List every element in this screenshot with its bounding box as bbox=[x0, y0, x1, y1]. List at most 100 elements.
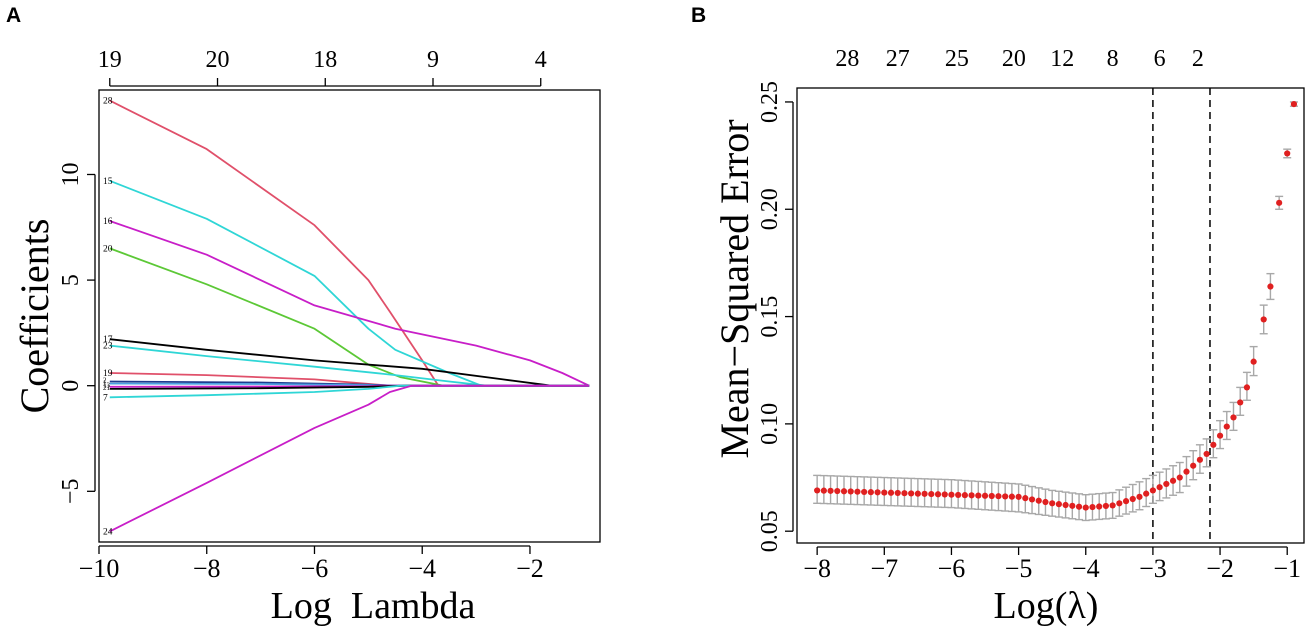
mse-point-30 bbox=[1015, 493, 1022, 500]
mse-point-24 bbox=[975, 492, 982, 499]
x-tick-label-b-3: −5 bbox=[1005, 554, 1033, 583]
y-tick-label-a-3: 10 bbox=[58, 162, 84, 186]
mse-point-41 bbox=[1089, 503, 1096, 511]
mse-point-11 bbox=[887, 489, 895, 496]
mse-point-59 bbox=[1210, 441, 1217, 448]
mse-point-1 bbox=[820, 487, 827, 494]
path-label-28: 28 bbox=[103, 97, 113, 107]
x-tick-label-a-2: −6 bbox=[301, 554, 329, 583]
panel-label-a: A bbox=[6, 4, 21, 27]
mse-point-58 bbox=[1203, 450, 1210, 458]
mse-point-12 bbox=[894, 489, 901, 497]
mse-point-5 bbox=[847, 488, 854, 495]
y-tick-label-a-2: 5 bbox=[58, 274, 84, 286]
x-tick-label-b-4: −4 bbox=[1072, 554, 1100, 583]
top-tick-label-b-6: 6 bbox=[1154, 46, 1166, 72]
mse-point-16 bbox=[921, 490, 928, 497]
mse-point-68 bbox=[1276, 199, 1283, 206]
top-tick-label-a-2: 18 bbox=[313, 47, 337, 73]
mse-point-4 bbox=[840, 488, 848, 495]
coefficient-paths bbox=[109, 99, 590, 533]
x-tick-label-a-1: −8 bbox=[193, 554, 221, 583]
mse-point-26 bbox=[988, 492, 995, 500]
mse-point-28 bbox=[1002, 493, 1009, 500]
y-axis-label-a: Coefficients bbox=[12, 219, 57, 414]
mse-point-55 bbox=[1183, 468, 1190, 475]
mse-point-21 bbox=[955, 491, 962, 499]
mse-point-66 bbox=[1260, 316, 1267, 323]
mse-point-10 bbox=[881, 489, 888, 496]
mse-point-13 bbox=[901, 490, 908, 497]
top-tick-label-b-1: 27 bbox=[886, 46, 910, 72]
mse-point-48 bbox=[1136, 493, 1143, 500]
mse-point-54 bbox=[1176, 474, 1183, 481]
mse-point-31 bbox=[1022, 495, 1029, 502]
mse-point-39 bbox=[1075, 503, 1083, 510]
mse-point-56 bbox=[1190, 462, 1197, 469]
coefficient-path-2 bbox=[109, 220, 590, 387]
path-label-15: 15 bbox=[103, 177, 113, 187]
mse-point-9 bbox=[874, 489, 881, 496]
top-axis-a: 19 20 18 9 4 bbox=[98, 47, 547, 87]
mse-point-37 bbox=[1062, 501, 1069, 509]
mse-point-6 bbox=[854, 488, 861, 495]
y-tick-label-b-3: 0.20 bbox=[757, 188, 783, 230]
x-tick-label-a-4: −2 bbox=[516, 554, 544, 583]
mse-point-15 bbox=[914, 490, 921, 497]
mse-point-47 bbox=[1129, 495, 1136, 503]
mse-point-7 bbox=[861, 488, 868, 496]
panel-label-b: B bbox=[691, 4, 706, 27]
path-label-crowded-21: 21 bbox=[103, 384, 111, 392]
mse-point-70 bbox=[1290, 100, 1298, 108]
mse-point-63 bbox=[1237, 399, 1244, 406]
x-axis-label-b: Log(λ) bbox=[994, 585, 1099, 627]
path-label-7: 7 bbox=[103, 393, 108, 403]
mse-point-35 bbox=[1049, 500, 1056, 507]
mse-point-38 bbox=[1069, 502, 1076, 509]
mse-point-67 bbox=[1267, 283, 1274, 290]
top-tick-label-b-2: 25 bbox=[945, 46, 969, 72]
path-label-20: 20 bbox=[103, 244, 113, 254]
top-tick-label-b-5: 8 bbox=[1107, 46, 1119, 72]
mse-point-3 bbox=[834, 487, 841, 495]
mse-point-22 bbox=[961, 492, 968, 499]
mse-point-49 bbox=[1143, 490, 1150, 497]
mse-point-25 bbox=[981, 492, 989, 499]
mse-point-45 bbox=[1116, 500, 1123, 507]
mse-point-34 bbox=[1042, 498, 1049, 506]
x-tick-label-a-0: −10 bbox=[79, 554, 120, 583]
top-tick-label-b-7: 2 bbox=[1192, 46, 1204, 72]
mse-point-61 bbox=[1223, 423, 1230, 430]
y-axis-a: −5 0 5 10 bbox=[58, 162, 96, 505]
mse-point-46 bbox=[1122, 498, 1130, 505]
mse-point-2 bbox=[827, 487, 834, 494]
mse-point-20 bbox=[948, 491, 955, 498]
mse-point-64 bbox=[1243, 384, 1251, 391]
mse-point-62 bbox=[1230, 414, 1237, 421]
mse-point-44 bbox=[1109, 502, 1116, 509]
mse-point-69 bbox=[1284, 150, 1291, 157]
x-axis-a: −10 −8 −6 −4 −2 bbox=[79, 545, 544, 583]
top-tick-label-a-0: 19 bbox=[98, 47, 122, 73]
mse-point-14 bbox=[908, 490, 915, 497]
y-tick-label-b-1: 0.10 bbox=[757, 403, 783, 445]
mse-point-42 bbox=[1096, 503, 1103, 510]
mse-point-19 bbox=[941, 491, 948, 498]
mse-point-53 bbox=[1169, 477, 1177, 484]
top-tick-label-a-4: 4 bbox=[535, 47, 547, 73]
y-axis-b: 0.05 0.10 0.15 0.20 0.25 bbox=[757, 81, 794, 552]
mse-point-52 bbox=[1163, 480, 1170, 488]
mse-point-27 bbox=[995, 493, 1002, 500]
y-tick-label-a-0: −5 bbox=[58, 479, 84, 505]
path-label-16: 16 bbox=[103, 217, 113, 227]
y-tick-label-b-4: 0.25 bbox=[757, 81, 783, 123]
coefficient-path-4 bbox=[109, 338, 590, 387]
y-axis-label-b: Mean−Squared Error bbox=[712, 119, 757, 458]
mse-point-51 bbox=[1156, 484, 1163, 491]
path-label-crowded-2: 2 bbox=[103, 377, 107, 385]
mse-point-43 bbox=[1102, 502, 1110, 510]
mse-point-17 bbox=[928, 490, 935, 498]
mse-point-32 bbox=[1028, 496, 1036, 503]
